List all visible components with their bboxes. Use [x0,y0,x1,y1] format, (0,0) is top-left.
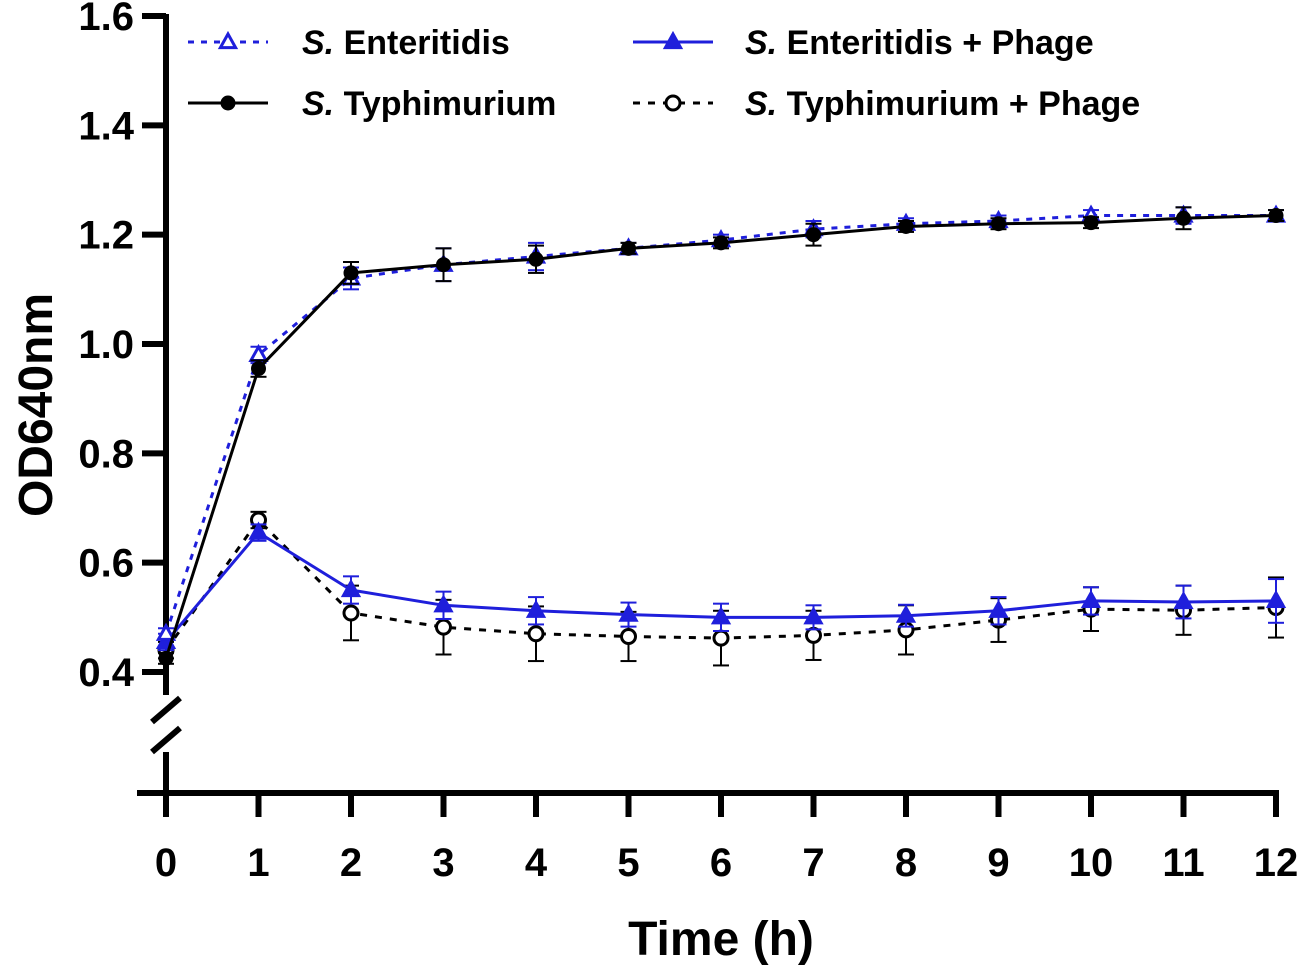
data-point [158,650,174,666]
x-tick-label: 0 [155,841,177,885]
y-tick-label: 1.6 [78,0,134,39]
x-tick-label: 12 [1254,841,1299,885]
x-tick-label: 8 [895,841,917,885]
data-point [343,265,359,281]
data-point [712,629,730,647]
data-point [618,603,639,622]
legend-label: S. Enteritidis + Phage [745,24,1094,62]
legend-item-3: S. Enteritidis + Phage [633,24,1094,62]
data-point [710,606,732,625]
data-point [803,606,824,625]
axes: 0.40.60.81.01.21.41.60 1 2 3 4 5 6 7 8 9 10 11 12 [78,0,1298,885]
legend-swatch-marker [220,95,236,111]
data-point [806,227,821,243]
data-point [342,604,360,622]
x-tick-label: 2 [340,841,362,885]
x-tick-label: 10 [1069,841,1114,885]
data-point [155,622,177,641]
data-point [248,521,269,540]
data-point [528,251,544,267]
y-axis-break-mark [150,695,182,725]
legend-label: S. Typhimurium [302,85,556,123]
x-tick-label: 6 [710,841,732,885]
data-point [340,578,362,598]
legend-item-2: S. Typhimurium [188,85,556,123]
data-point [1083,215,1099,231]
y-tick-label: 0.8 [78,432,134,476]
data-point [527,625,545,643]
data-point [713,235,729,251]
series-line [164,214,1276,635]
data-point [805,626,822,644]
series-4 [157,510,1285,667]
data-point [621,240,636,256]
series-3 [155,521,1287,652]
data-point [991,216,1006,232]
data-point [895,604,917,623]
x-tick-label: 7 [802,841,824,885]
legend-label: S. Typhimurium + Phage [745,85,1140,123]
data-point [251,361,266,377]
legend-label: S. Enteritidis [302,24,510,62]
data-point [435,618,452,636]
x-tick-label: 1 [247,841,269,885]
x-tick-label: 9 [987,841,1009,885]
series-2 [158,206,1284,666]
data-point [1265,589,1287,609]
legend: S. Enteritidis S. Typhimurium S. Enteritid… [188,24,1140,123]
series-layer [155,204,1287,667]
data-point [433,594,454,613]
data-point [1268,208,1284,224]
y-tick-label: 1.4 [78,104,134,148]
y-tick-label: 1.2 [78,214,134,258]
y-tick-label: 1.0 [78,323,134,367]
x-tick-label: 4 [525,841,548,885]
legend-item-1: S. Enteritidis [188,24,510,62]
x-tick-label: 11 [1162,841,1204,885]
y-axis-title: OD640nm [10,293,63,517]
x-axis-title: Time (h) [628,913,814,966]
data-point [898,218,914,234]
data-point [1176,210,1191,226]
y-tick-label: 0.6 [78,542,134,586]
data-point [988,599,1009,618]
y-axis-break-mark [150,725,182,755]
data-point [525,599,547,618]
legend-swatch-marker [217,30,239,50]
data-point [1173,590,1194,610]
data-point [436,257,451,273]
y-tick-label: 0.4 [78,651,134,695]
series-line [164,214,1277,659]
legend-swatch-marker [662,30,684,50]
x-tick-label: 3 [432,841,454,885]
x-tick-label: 5 [617,841,639,885]
legend-item-4: S. Typhimurium + Phage [633,85,1140,123]
data-point [620,627,637,645]
legend-swatch-marker [664,94,682,112]
data-point [1080,589,1102,609]
